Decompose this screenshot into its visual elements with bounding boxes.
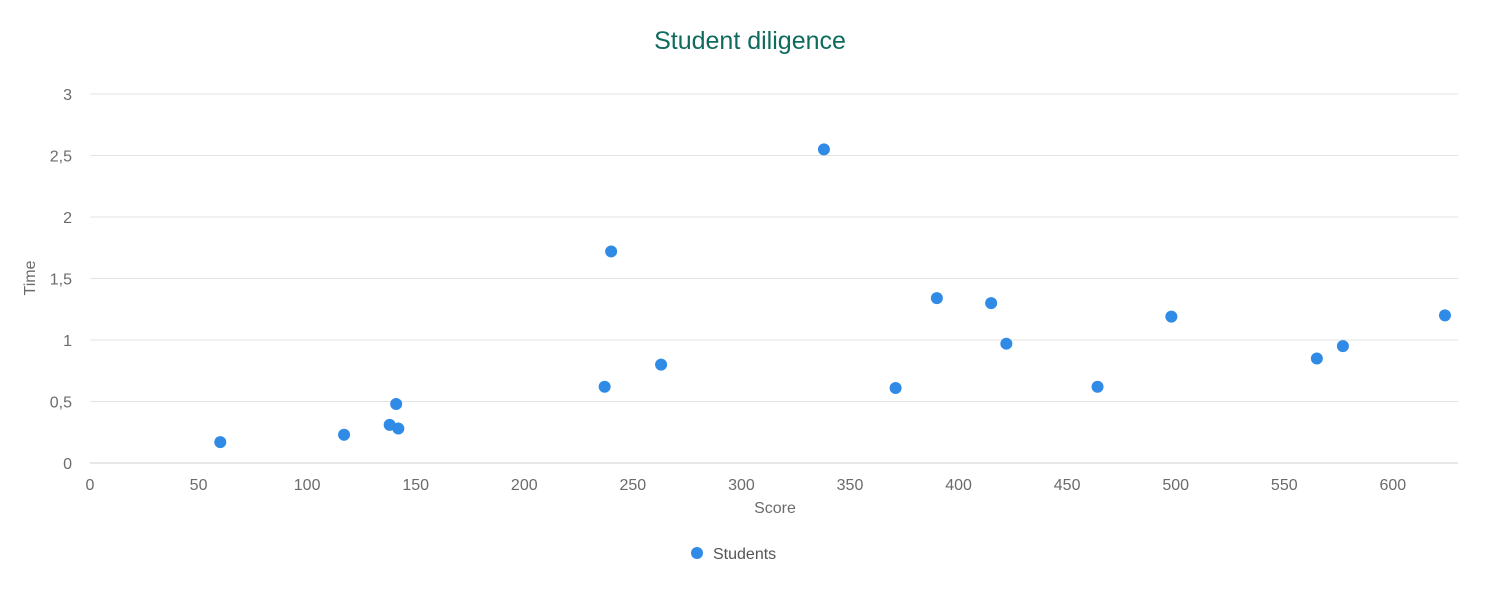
data-point[interactable]: [1336, 340, 1349, 353]
data-point[interactable]: [930, 292, 943, 305]
data-point[interactable]: [1091, 380, 1104, 393]
y-tick-label: 2,5: [50, 149, 72, 166]
y-tick-label: 3: [63, 87, 72, 104]
y-tick-label: 1: [63, 333, 72, 350]
legend-label: Students: [713, 546, 776, 563]
x-tick-label: 100: [294, 477, 321, 494]
x-tick-label: 150: [402, 477, 429, 494]
x-tick-label: 250: [620, 477, 647, 494]
y-tick-label: 0,5: [50, 395, 72, 412]
y-tick-label: 0: [63, 456, 72, 473]
data-point[interactable]: [985, 297, 998, 310]
y-axis-label: Time: [22, 260, 39, 295]
y-tick-label: 2: [63, 210, 72, 227]
y-tick-label: 1,5: [50, 272, 72, 289]
x-tick-label: 600: [1380, 477, 1407, 494]
data-point[interactable]: [1438, 309, 1451, 322]
x-tick-label: 0: [86, 477, 95, 494]
data-point[interactable]: [214, 436, 227, 449]
x-tick-label: 350: [837, 477, 864, 494]
legend[interactable]: Students: [691, 546, 776, 563]
x-tick-label: 400: [945, 477, 972, 494]
data-point[interactable]: [392, 422, 405, 435]
x-axis-ticks: 0 50 100 150 200 250 300 350 400 450 500 550 600: [86, 477, 1407, 494]
data-point[interactable]: [655, 358, 668, 371]
data-point[interactable]: [1000, 337, 1013, 350]
data-point[interactable]: [817, 143, 830, 156]
data-point[interactable]: [1310, 352, 1323, 365]
x-tick-label: 300: [728, 477, 755, 494]
x-tick-label: 50: [190, 477, 208, 494]
y-axis-ticks: 0 0,5 1 1,5 2 2,5 3: [50, 87, 72, 473]
data-points: [214, 143, 1451, 449]
x-tick-label: 450: [1054, 477, 1081, 494]
chart-title: Student diligence: [654, 27, 846, 55]
x-axis-label: Score: [754, 500, 796, 517]
x-tick-label: 500: [1162, 477, 1189, 494]
data-point[interactable]: [1165, 310, 1178, 323]
x-tick-label: 200: [511, 477, 538, 494]
data-point[interactable]: [390, 397, 403, 410]
data-point[interactable]: [605, 245, 618, 258]
legend-marker: [691, 547, 703, 559]
x-tick-label: 550: [1271, 477, 1298, 494]
data-point[interactable]: [889, 381, 902, 394]
data-point[interactable]: [598, 380, 611, 393]
data-point[interactable]: [338, 428, 351, 441]
gridlines: [90, 93, 1458, 464]
